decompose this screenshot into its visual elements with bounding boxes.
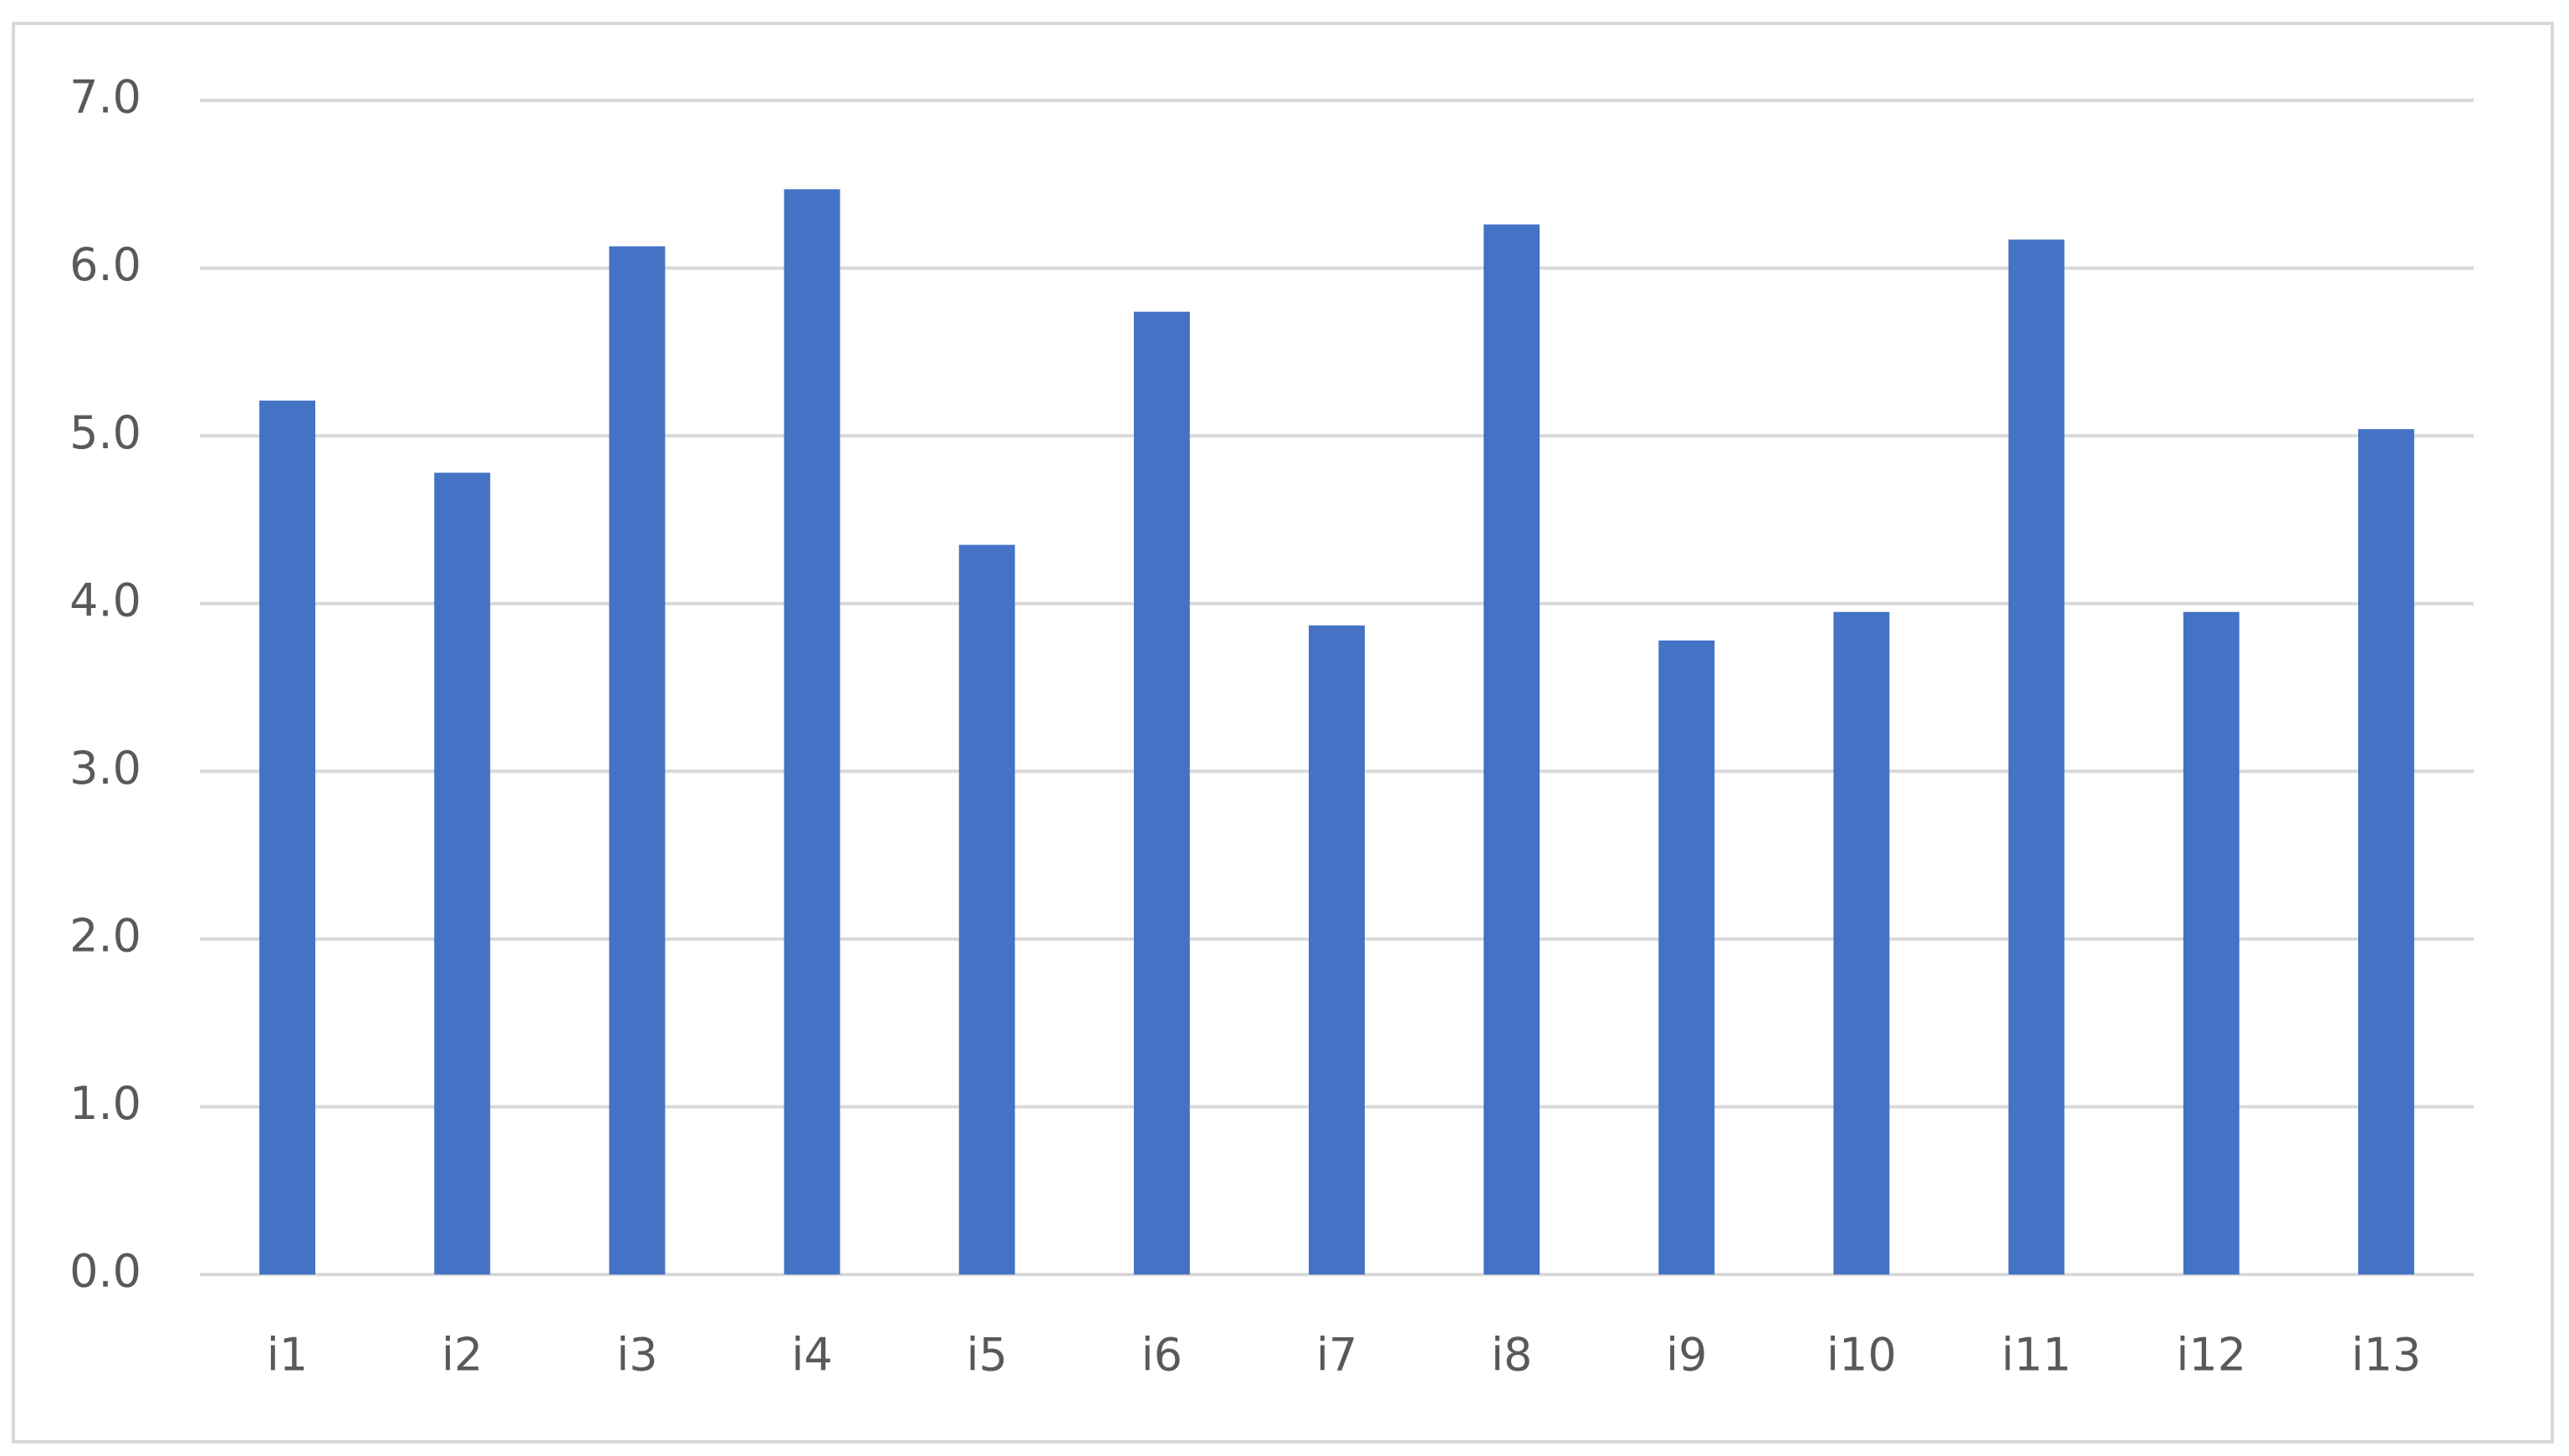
y-tick-label: 4.0 (69, 574, 141, 626)
bar (1133, 311, 1190, 1275)
y-tick-label: 3.0 (69, 742, 141, 794)
bar (1309, 625, 1365, 1275)
chart-border (12, 22, 2554, 1443)
bar (259, 401, 316, 1275)
bar (1833, 611, 1890, 1275)
x-tick-label: i3 (616, 1329, 657, 1382)
x-tick-label: i7 (1316, 1329, 1357, 1382)
bar (2357, 429, 2414, 1275)
x-tick-label: i6 (1141, 1329, 1182, 1382)
bar (784, 189, 840, 1275)
y-tick-label: 6.0 (69, 238, 141, 291)
y-tick-label: 0.0 (69, 1245, 141, 1298)
y-tick-label: 5.0 (69, 406, 141, 459)
x-tick-label: i12 (2176, 1329, 2246, 1382)
x-tick-label: i11 (2001, 1329, 2071, 1382)
bar (609, 246, 666, 1275)
y-tick-label: 2.0 (69, 909, 141, 962)
x-tick-label: i2 (442, 1329, 483, 1382)
bar (2008, 239, 2065, 1275)
x-tick-label: i4 (791, 1329, 832, 1382)
bar (958, 544, 1015, 1275)
y-tick-label: 7.0 (69, 71, 141, 124)
x-tick-label: i8 (1491, 1329, 1532, 1382)
x-tick-label: i13 (2352, 1329, 2422, 1382)
bar (434, 473, 491, 1275)
bar (2183, 611, 2240, 1275)
x-tick-label: i5 (967, 1329, 1008, 1382)
x-tick-label: i1 (267, 1329, 308, 1382)
x-tick-label: i9 (1666, 1329, 1707, 1382)
x-tick-label: i10 (1826, 1329, 1897, 1382)
bar (1484, 224, 1540, 1275)
bar (1658, 640, 1715, 1275)
y-tick-label: 1.0 (69, 1077, 141, 1130)
